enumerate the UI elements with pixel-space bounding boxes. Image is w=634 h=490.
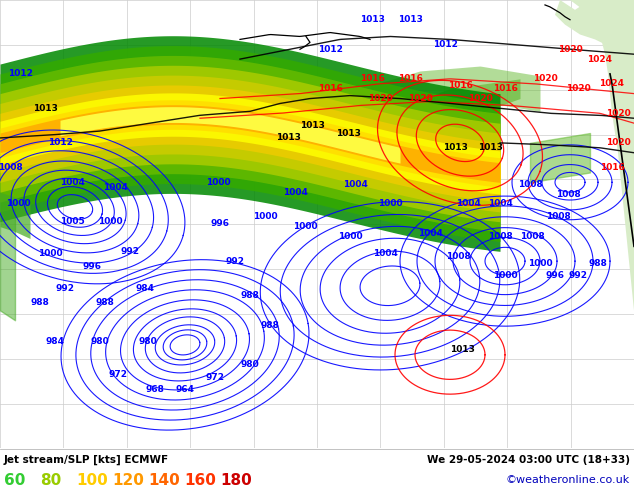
Text: 1000: 1000	[205, 178, 230, 187]
Text: 1004: 1004	[60, 178, 84, 187]
Text: 996: 996	[82, 262, 101, 270]
Text: 1016: 1016	[493, 84, 517, 93]
Text: 980: 980	[241, 360, 259, 369]
Text: 992: 992	[226, 257, 245, 266]
Text: 988: 988	[96, 298, 115, 307]
Text: 1004: 1004	[103, 183, 127, 192]
Text: 1004: 1004	[342, 180, 368, 189]
Text: We 29-05-2024 03:00 UTC (18+33): We 29-05-2024 03:00 UTC (18+33)	[427, 455, 630, 465]
Text: 972: 972	[108, 370, 127, 379]
Text: 1020: 1020	[558, 45, 583, 54]
Text: 988: 988	[588, 259, 607, 268]
Text: 1000: 1000	[493, 271, 517, 280]
Text: 1008: 1008	[488, 232, 512, 241]
Text: 992: 992	[569, 271, 588, 280]
Text: 984: 984	[46, 338, 65, 346]
Text: 1000: 1000	[6, 199, 30, 208]
Text: 984: 984	[136, 284, 155, 293]
Text: 100: 100	[76, 472, 108, 488]
Text: 1012: 1012	[48, 138, 72, 147]
Text: 1013: 1013	[335, 128, 361, 138]
Polygon shape	[555, 0, 634, 54]
Text: 1020: 1020	[468, 94, 493, 103]
Text: 1004: 1004	[418, 229, 443, 238]
Text: 1013: 1013	[299, 121, 325, 130]
Text: 1000: 1000	[338, 232, 362, 241]
Text: 1016: 1016	[600, 163, 624, 172]
Polygon shape	[38, 108, 45, 115]
Text: 1004: 1004	[373, 249, 398, 258]
Text: 1020: 1020	[533, 74, 557, 83]
Text: 988: 988	[240, 291, 259, 300]
Text: 1008: 1008	[520, 232, 545, 241]
Text: 996: 996	[545, 271, 564, 280]
Text: 1020: 1020	[408, 94, 432, 103]
Text: 1000: 1000	[378, 199, 403, 208]
Text: 1012: 1012	[8, 70, 32, 78]
Text: 1016: 1016	[448, 81, 472, 90]
Text: 80: 80	[40, 472, 61, 488]
Text: 972: 972	[205, 373, 224, 382]
Text: 988: 988	[261, 320, 280, 330]
Text: Jet stream/SLP [kts] ECMWF: Jet stream/SLP [kts] ECMWF	[4, 455, 169, 466]
Text: 1013: 1013	[443, 143, 467, 152]
Text: 180: 180	[220, 472, 252, 488]
Text: 968: 968	[146, 385, 164, 394]
Text: 1013: 1013	[32, 104, 58, 113]
Text: 1013: 1013	[450, 345, 474, 354]
Text: 1008: 1008	[0, 163, 22, 172]
Text: 1000: 1000	[293, 222, 317, 231]
Text: 1024: 1024	[600, 79, 624, 88]
Text: 140: 140	[148, 472, 180, 488]
Text: 1016: 1016	[398, 74, 422, 83]
Text: 992: 992	[56, 284, 75, 293]
Text: 1000: 1000	[527, 259, 552, 268]
Text: ©weatheronline.co.uk: ©weatheronline.co.uk	[506, 475, 630, 485]
Text: 1000: 1000	[253, 212, 277, 221]
Text: 1004: 1004	[283, 188, 307, 196]
Text: 996: 996	[210, 219, 230, 228]
Text: 1012: 1012	[432, 40, 458, 49]
Text: 1008: 1008	[446, 252, 470, 261]
Text: 1020: 1020	[368, 94, 392, 103]
Text: 988: 988	[30, 298, 49, 307]
Text: 160: 160	[184, 472, 216, 488]
Text: 1013: 1013	[276, 133, 301, 143]
Text: 1020: 1020	[605, 138, 630, 147]
Text: 1016: 1016	[318, 84, 342, 93]
Text: 1005: 1005	[60, 217, 84, 226]
Polygon shape	[570, 0, 634, 310]
Text: 1008: 1008	[555, 190, 580, 198]
Text: 1024: 1024	[588, 54, 612, 64]
Text: 120: 120	[112, 472, 144, 488]
Text: 1000: 1000	[37, 249, 62, 258]
Text: 1004: 1004	[456, 199, 481, 208]
Text: 980: 980	[91, 338, 110, 346]
Text: 60: 60	[4, 472, 25, 488]
Text: 1013: 1013	[398, 15, 422, 24]
Text: 980: 980	[139, 338, 157, 346]
Text: 1000: 1000	[98, 217, 122, 226]
Text: 1013: 1013	[477, 143, 502, 152]
Text: 1016: 1016	[359, 74, 384, 83]
Text: 1020: 1020	[566, 84, 590, 93]
Text: 1008: 1008	[546, 212, 571, 221]
Text: 1004: 1004	[488, 199, 512, 208]
Text: 964: 964	[176, 385, 195, 394]
Text: 992: 992	[120, 247, 139, 256]
Text: 1013: 1013	[359, 15, 384, 24]
Text: 1012: 1012	[318, 45, 342, 54]
Text: 1008: 1008	[517, 180, 542, 189]
Text: 1020: 1020	[605, 109, 630, 118]
